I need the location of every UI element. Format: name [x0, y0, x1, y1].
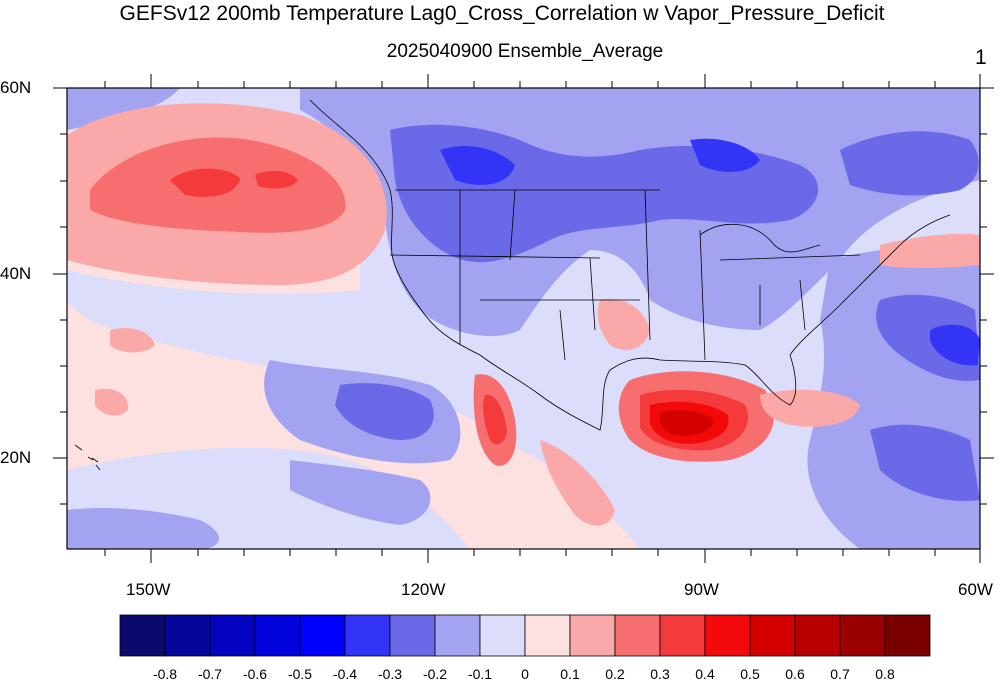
colorbar-label: 0.3 [650, 666, 670, 682]
colorbar-label: 0.8 [875, 666, 895, 682]
colorbar-box [479, 614, 526, 657]
colorbar-box [389, 614, 436, 657]
map-frame [66, 87, 981, 550]
colorbar-label: 0.1 [560, 666, 580, 682]
corner-label: 1 [975, 46, 987, 69]
field-reds [67, 103, 980, 526]
lat-label-60n: 60N [0, 78, 32, 97]
lon-label-90w: 90W [684, 580, 719, 599]
colorbar-label: -0.1 [467, 666, 493, 682]
colorbar-label: 0 [521, 666, 529, 682]
colorbar-box [659, 614, 706, 657]
colorbar-box [119, 614, 166, 657]
colorbar [119, 614, 931, 657]
colorbar-box [614, 614, 661, 657]
colorbar-label: -0.5 [287, 666, 313, 682]
colorbar-box [209, 614, 256, 657]
map-panel [67, 88, 980, 549]
lon-label-120w: 120W [401, 580, 446, 599]
colorbar-label: 0.7 [830, 666, 850, 682]
plot-title: GEFSv12 200mb Temperature Lag0_Cross_Cor… [119, 2, 885, 25]
colorbar-box [254, 614, 301, 657]
colorbar-box [569, 614, 616, 657]
colorbar-box [704, 614, 751, 657]
colorbar-label: -0.7 [197, 666, 223, 682]
colorbar-label: 0.6 [785, 666, 805, 682]
field-strong-blue [335, 124, 980, 501]
colorbar-box [524, 614, 571, 657]
colorbar-box [749, 614, 796, 657]
lat-label-40n: 40N [0, 264, 32, 283]
colorbar-label: 0.4 [695, 666, 715, 682]
colorbar-label: -0.4 [332, 666, 358, 682]
lat-label-20n: 20N [0, 448, 32, 467]
lon-label-150w: 150W [126, 580, 171, 599]
colorbar-label: 0.2 [605, 666, 625, 682]
colorbar-box [884, 614, 931, 657]
colorbar-label: -0.2 [422, 666, 448, 682]
colorbar-box [344, 614, 391, 657]
colorbar-box [164, 614, 211, 657]
map-ticks [53, 74, 994, 563]
colorbar-box [299, 614, 346, 657]
land-outlines [74, 99, 951, 471]
colorbar-box [794, 614, 841, 657]
colorbar-label: -0.6 [242, 666, 268, 682]
colorbar-box [839, 614, 886, 657]
plot-subtitle: 2025040900 Ensemble_Average [386, 41, 664, 62]
lon-label-60w: 60W [958, 580, 993, 599]
colorbar-label: -0.3 [377, 666, 403, 682]
colorbar-label: 0.5 [740, 666, 760, 682]
colorbar-label: -0.8 [152, 666, 178, 682]
colorbar-box [434, 614, 481, 657]
